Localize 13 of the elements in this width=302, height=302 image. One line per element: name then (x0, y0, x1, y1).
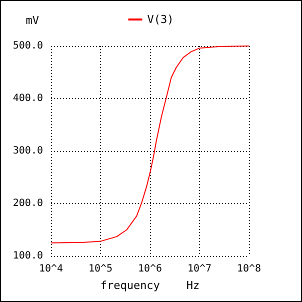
y-tick-label: 500.0 (12, 40, 43, 52)
x-tick-label: 10^5 (88, 264, 113, 274)
x-axis-title: frequency Hz (100, 279, 200, 292)
y-axis-title: mV (26, 14, 40, 27)
y-tick-label: 200.0 (12, 198, 43, 209)
x-tick-label: 10^8 (236, 264, 262, 274)
legend-label: V(3) (147, 13, 174, 26)
x-tick-label: 10^4 (38, 264, 64, 274)
y-tick-label: 100.0 (12, 250, 43, 262)
y-tick-label: 400.0 (12, 93, 43, 104)
x-tick-label: 10^6 (138, 264, 162, 274)
y-tick-label: 300.0 (12, 146, 43, 156)
x-tick-label: 10^7 (187, 264, 212, 274)
